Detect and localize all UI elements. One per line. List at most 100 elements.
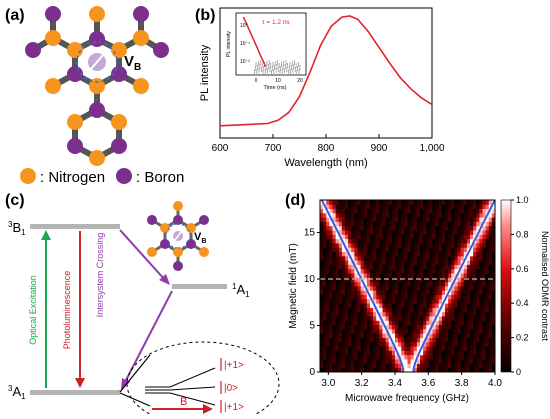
heatmap-cell — [482, 341, 487, 347]
heatmap-cell — [463, 303, 468, 308]
heatmap-cell — [335, 277, 340, 283]
heatmap-cell — [348, 350, 352, 356]
heatmap-cell — [445, 230, 449, 235]
heatmap-cell — [479, 324, 483, 330]
heatmap-cell — [451, 217, 455, 222]
heatmap-cell — [379, 281, 383, 287]
heatmap-cell — [395, 329, 399, 334]
heatmap-cell — [357, 367, 362, 372]
heatmap-cell — [395, 359, 399, 364]
heatmap-cell — [420, 268, 424, 274]
heatmap-cell — [441, 204, 446, 209]
heatmap-cell — [332, 333, 337, 338]
heatmap-cell — [454, 298, 458, 304]
heatmap-cell — [320, 359, 324, 364]
heatmap-cell — [457, 350, 462, 356]
heatmap-cell — [345, 255, 349, 261]
heatmap-cell — [395, 337, 399, 343]
heatmap-cell — [323, 251, 327, 257]
heatmap-cell — [420, 316, 424, 321]
colorbar-tick-label: 0.4 — [516, 298, 529, 308]
heatmap-cell — [429, 200, 433, 205]
heatmap-cell — [463, 294, 468, 300]
heatmap-cell — [413, 281, 418, 287]
heatmap-cell — [491, 268, 495, 274]
heatmap-cell — [435, 359, 440, 364]
heatmap-cell — [363, 359, 368, 364]
heatmap-cell — [388, 294, 393, 300]
heatmap-cell — [382, 247, 387, 252]
heatmap-cell — [373, 281, 377, 287]
heatmap-cell — [482, 268, 487, 274]
heatmap-cell — [463, 238, 468, 244]
heatmap-cell — [479, 230, 483, 235]
heatmap-cell — [454, 307, 458, 313]
heatmap-cell — [476, 234, 480, 240]
heatmap-cell — [460, 363, 465, 369]
heatmap-cell — [466, 264, 471, 270]
heatmap-cell — [454, 350, 458, 356]
heatmap-cell — [463, 307, 468, 313]
heatmap-cell — [457, 303, 462, 308]
heatmap-cell — [348, 337, 352, 343]
panel-d: (d) 3.0 3.2 3.4 3.6 3.8 4.0 0 5 10 15 Microwave … — [280, 190, 550, 414]
heatmap-cell — [401, 341, 405, 347]
heatmap-cell — [360, 200, 365, 205]
inset-xlabel: Time (ns) — [263, 85, 286, 91]
heatmap-cell — [382, 359, 387, 364]
heatmap-cell — [438, 367, 443, 372]
heatmap-cell — [404, 363, 408, 369]
heatmap-cell — [323, 311, 327, 317]
heatmap-cell — [332, 307, 337, 313]
heatmap-cell — [338, 230, 343, 235]
heatmap-cell — [448, 316, 452, 321]
heatmap-cell — [454, 260, 458, 265]
heatmap-cell — [363, 264, 368, 270]
heatmap-cell — [379, 268, 383, 274]
heatmap-cell — [320, 260, 324, 265]
heatmap-cell — [432, 341, 437, 347]
heatmap-cell — [470, 286, 474, 291]
heatmap-cell — [476, 324, 480, 330]
heatmap-cell — [460, 277, 465, 283]
heatmap-cell — [407, 221, 412, 227]
heatmap-cell — [466, 367, 471, 372]
heatmap-cell — [426, 320, 430, 326]
heatmap-cell — [420, 243, 424, 248]
heatmap-cell — [329, 200, 333, 205]
heatmap-cell — [395, 234, 399, 240]
heatmap-cell — [438, 303, 443, 308]
heatmap-cell — [348, 324, 352, 330]
heatmap-cell — [348, 221, 352, 227]
heatmap-cell — [391, 320, 396, 326]
heatmap-cell — [323, 354, 327, 360]
heatmap-cell — [473, 311, 477, 317]
heatmap-cell — [354, 290, 358, 295]
heatmap-cell — [332, 359, 337, 364]
heatmap-cell — [388, 221, 393, 227]
heatmap-cell — [401, 208, 405, 214]
heatmap-cell — [391, 286, 396, 291]
heatmap-cell — [345, 230, 349, 235]
heatmap-cell — [323, 367, 327, 372]
heatmap-cell — [370, 367, 374, 372]
panel-c-label: (c) — [5, 192, 25, 209]
heatmap-cell — [476, 333, 480, 338]
heatmap-cell — [485, 200, 490, 205]
heatmap-cell — [416, 354, 421, 360]
heatmap-cell — [382, 230, 387, 235]
heatmap-cell — [476, 268, 480, 274]
heatmap-cell — [441, 350, 446, 356]
heatmap-cell — [485, 307, 490, 313]
heatmap-cell — [485, 290, 490, 295]
heatmap-cell — [416, 341, 421, 347]
heatmap-cell — [341, 277, 346, 283]
heatmap-cell — [420, 359, 424, 364]
heatmap-cell — [323, 255, 327, 261]
heatmap-cell — [473, 316, 477, 321]
heatmap-cell — [423, 243, 427, 248]
heatmap-cell — [488, 251, 493, 257]
heatmap-cell — [448, 311, 452, 317]
heatmap-cell — [438, 225, 443, 231]
heatmap-cell — [370, 212, 374, 218]
